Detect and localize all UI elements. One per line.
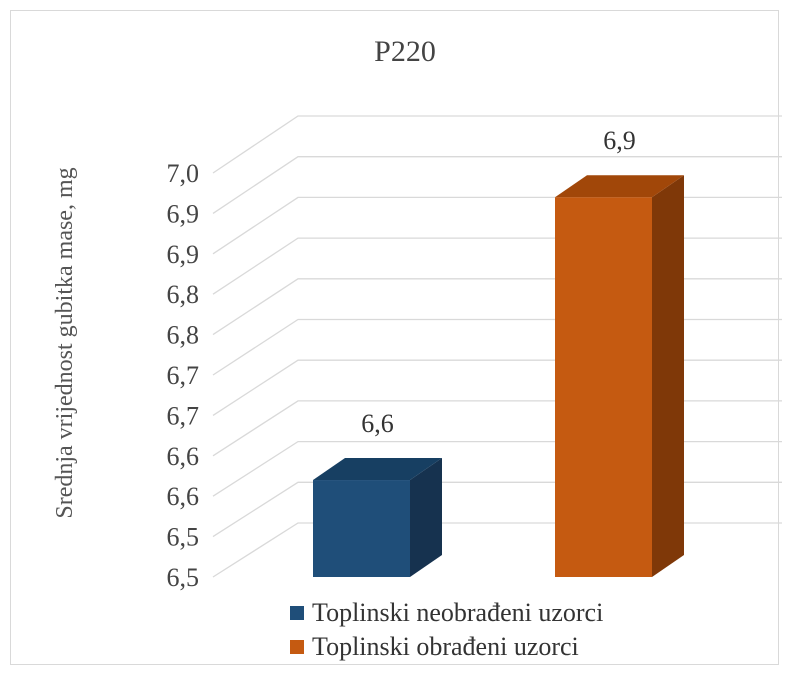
gridline xyxy=(212,237,782,295)
legend-label-untreated: Toplinski neobrađeni uzorci xyxy=(312,598,604,627)
y-tick-label: 6,7 xyxy=(167,401,200,430)
data-label: 6,9 xyxy=(603,126,636,155)
gridline xyxy=(212,400,782,457)
gridline xyxy=(212,440,782,497)
data-label: 6,6 xyxy=(361,409,394,438)
y-tick-label: 6,5 xyxy=(167,563,200,592)
bar-side xyxy=(652,175,684,578)
gridline xyxy=(212,115,782,174)
y-tick-label: 6,6 xyxy=(167,482,200,511)
y-tick-label: 6,6 xyxy=(167,442,200,471)
gridline xyxy=(212,359,782,416)
gridline xyxy=(212,156,782,214)
bar-top xyxy=(555,175,684,198)
gridline xyxy=(212,522,782,578)
bar-side xyxy=(410,458,442,577)
y-tick-label: 6,9 xyxy=(167,199,200,228)
y-axis-ticks: 6,5 6,5 6,6 6,6 6,7 6,7 6,8 6,8 6,9 6,9 7,0 xyxy=(167,159,200,592)
chart-title: P220 xyxy=(374,35,436,68)
grid-lines xyxy=(212,115,782,578)
legend-item-treated: Toplinski obrađeni uzorci xyxy=(290,630,603,664)
gridline xyxy=(212,278,782,336)
y-axis-label: Srednja vrijednost gubitka mase, mg xyxy=(52,167,78,518)
bar-top xyxy=(313,458,442,481)
legend-label-treated: Toplinski obrađeni uzorci xyxy=(312,632,579,661)
bar xyxy=(313,480,410,577)
y-tick-label: 7,0 xyxy=(167,159,200,188)
gridline xyxy=(212,196,782,255)
y-tick-label: 6,8 xyxy=(167,280,200,309)
legend-item-untreated: Toplinski neobrađeni uzorci xyxy=(290,596,603,630)
legend-swatch-untreated xyxy=(290,606,304,620)
data-labels: 6,6 6,9 xyxy=(361,126,636,438)
legend: Toplinski neobrađeni uzorci Toplinski ob… xyxy=(290,596,603,664)
gridline xyxy=(212,481,782,538)
gridline xyxy=(212,318,782,376)
y-tick-label: 6,9 xyxy=(167,240,200,269)
legend-swatch-treated xyxy=(290,640,304,654)
y-tick-label: 6,7 xyxy=(167,361,200,390)
bars xyxy=(313,175,684,578)
bar xyxy=(555,197,652,578)
y-tick-label: 6,5 xyxy=(167,523,200,552)
y-tick-label: 6,8 xyxy=(167,321,200,350)
